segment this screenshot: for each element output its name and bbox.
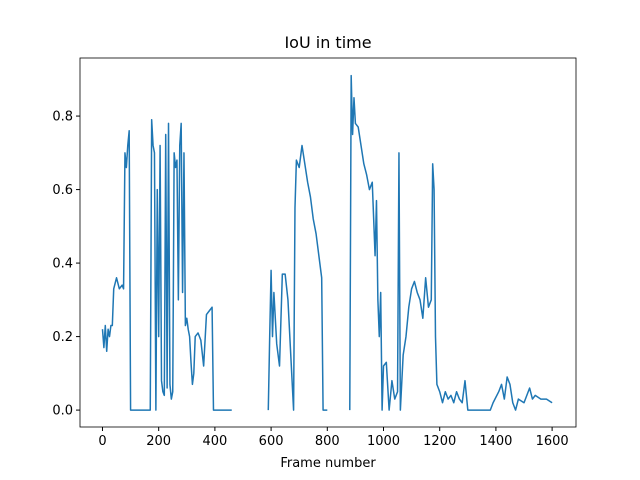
y-tick-label: 0.4 [52,257,73,272]
x-axis-label: Frame number [280,456,376,471]
x-tick-label: 1200 [423,434,456,449]
x-tick-label: 600 [259,434,284,449]
y-tick-label: 0.6 [52,183,73,198]
data-line [101,74,553,411]
x-tick-label: 200 [146,434,171,449]
chart-title: IoU in time [284,33,371,52]
plot-frame [79,57,577,428]
y-tick-label: 0.0 [52,404,73,419]
x-tick-label: 1000 [367,434,400,449]
x-tick-label: 400 [202,434,227,449]
x-tick-label: 1600 [536,434,569,449]
x-tick-label: 800 [315,434,340,449]
x-tick-label: 1400 [479,434,512,449]
y-tick-label: 0.8 [52,110,73,125]
y-tick-label: 0.2 [52,330,73,345]
x-tick-label: 0 [98,434,106,449]
